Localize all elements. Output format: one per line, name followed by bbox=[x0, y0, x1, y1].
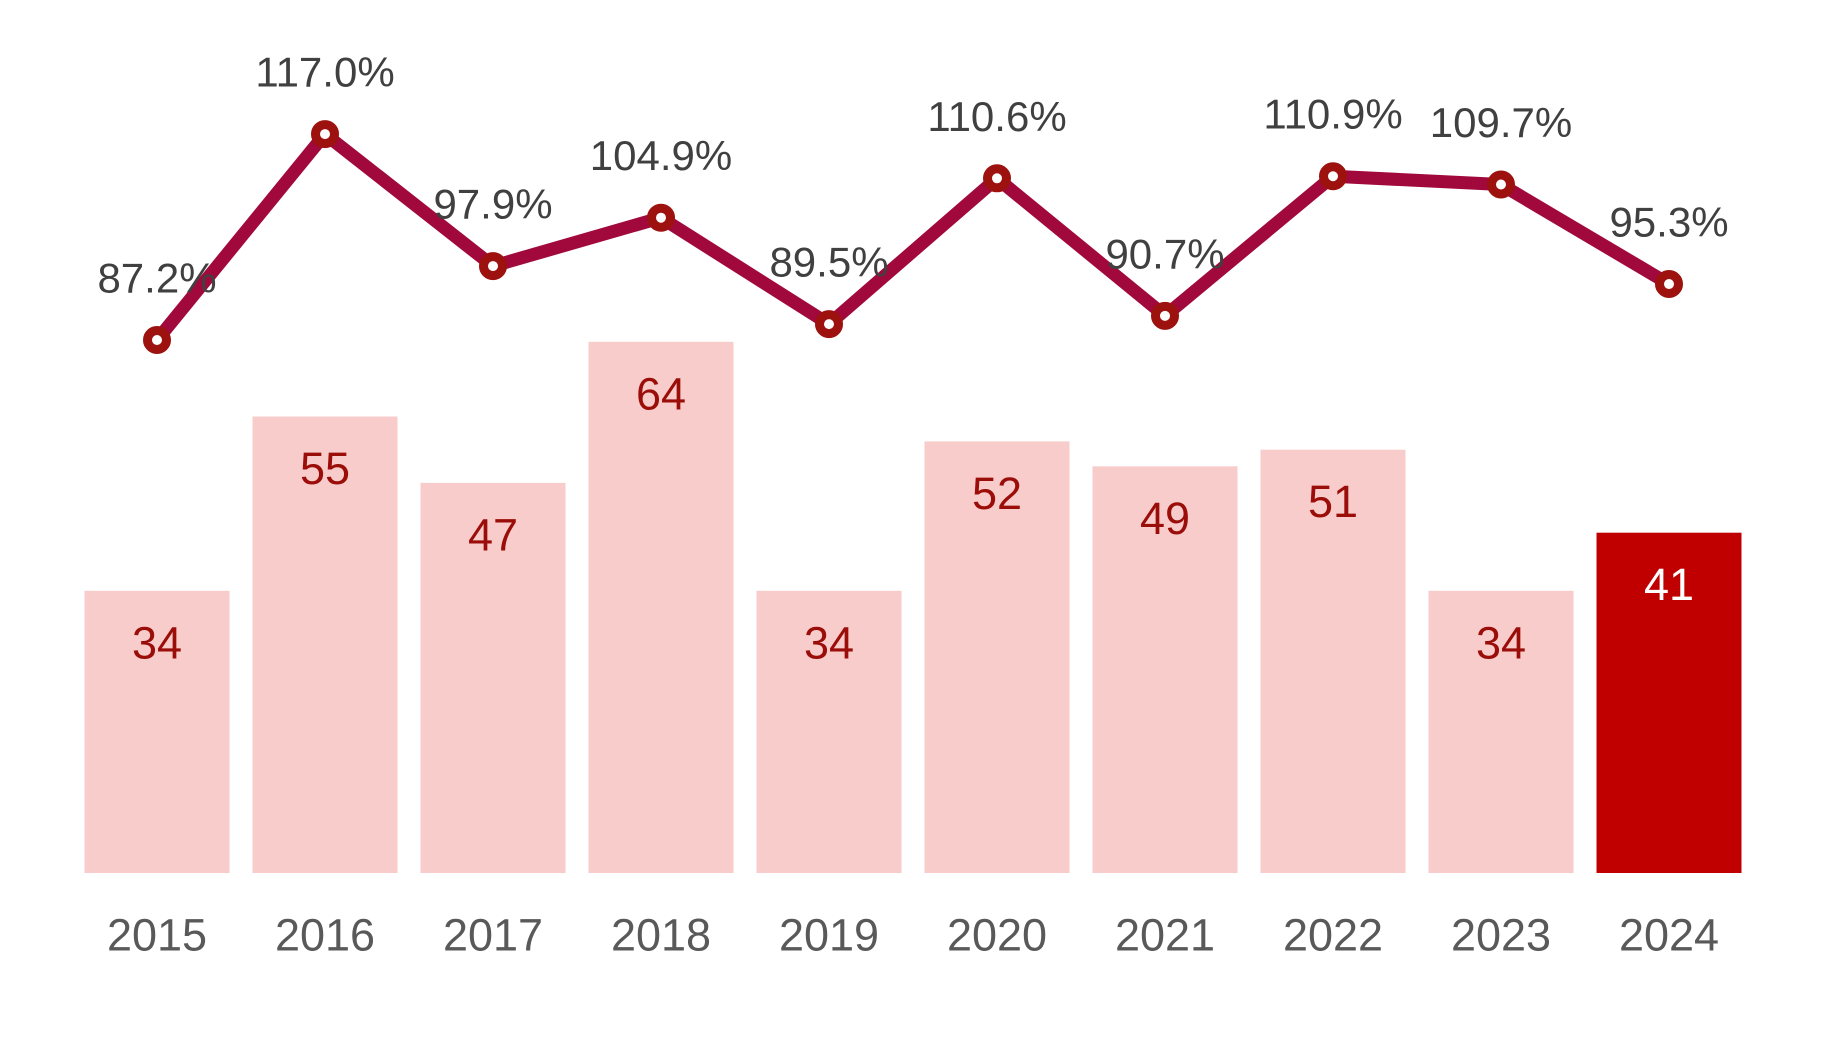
line-marker-2023 bbox=[1487, 170, 1515, 199]
bar-label-2018: 64 bbox=[636, 368, 686, 419]
bar-2017 bbox=[420, 482, 566, 873]
bar-2018 bbox=[588, 341, 734, 873]
line-marker-2020 bbox=[983, 164, 1011, 193]
percent-label-2021: 90.7% bbox=[1105, 230, 1224, 277]
bar-label-2021: 49 bbox=[1140, 493, 1190, 544]
x-tick-2018: 2018 bbox=[611, 910, 711, 961]
percent-label-2017: 97.9% bbox=[433, 181, 552, 228]
x-tick-2020: 2020 bbox=[947, 910, 1047, 961]
bar-2021 bbox=[1092, 466, 1238, 873]
line-marker-2017 bbox=[479, 252, 507, 281]
percent-label-2018: 104.9% bbox=[590, 132, 732, 179]
x-tick-2017: 2017 bbox=[443, 910, 543, 961]
x-tick-2024: 2024 bbox=[1619, 910, 1719, 961]
bar-2015 bbox=[84, 590, 230, 873]
line-marker-2018 bbox=[647, 203, 675, 232]
bar-2016 bbox=[252, 416, 398, 873]
bar-2024 bbox=[1596, 532, 1742, 873]
bar-label-2022: 51 bbox=[1308, 476, 1358, 527]
percent-label-2023: 109.7% bbox=[1430, 99, 1572, 146]
bar-2020 bbox=[924, 441, 1070, 873]
percent-label-2019: 89.5% bbox=[769, 239, 888, 286]
bar-label-2019: 34 bbox=[804, 617, 854, 668]
line-marker-2016 bbox=[311, 120, 339, 149]
percent-label-2016: 117.0% bbox=[255, 49, 394, 96]
bar-label-2020: 52 bbox=[972, 468, 1022, 519]
x-tick-2021: 2021 bbox=[1115, 910, 1215, 961]
x-tick-2023: 2023 bbox=[1451, 910, 1551, 961]
line-marker-2015 bbox=[143, 326, 171, 354]
percent-label-2024: 95.3% bbox=[1609, 199, 1728, 246]
line-marker-2019 bbox=[815, 310, 843, 339]
bar-label-2024: 41 bbox=[1644, 559, 1694, 610]
x-tick-2019: 2019 bbox=[779, 910, 879, 961]
line-marker-2024 bbox=[1655, 270, 1683, 299]
line-marker-2021 bbox=[1151, 301, 1179, 330]
bar-label-2017: 47 bbox=[468, 509, 518, 560]
percent-label-2022: 110.9% bbox=[1263, 91, 1402, 138]
x-tick-2015: 2015 bbox=[107, 910, 207, 961]
bar-label-2023: 34 bbox=[1476, 617, 1526, 668]
bar-2023 bbox=[1428, 590, 1574, 873]
bar-label-2016: 55 bbox=[300, 443, 350, 494]
x-tick-2022: 2022 bbox=[1283, 910, 1383, 961]
x-tick-2016: 2016 bbox=[275, 910, 375, 961]
percent-label-2015: 87.2% bbox=[97, 255, 216, 302]
bar-2019 bbox=[756, 590, 902, 873]
line-marker-2022 bbox=[1319, 162, 1347, 191]
bar-2022 bbox=[1260, 449, 1406, 873]
bar-label-2015: 34 bbox=[132, 617, 182, 668]
percentage-line bbox=[150, 127, 1676, 347]
percent-label-2020: 110.6% bbox=[927, 93, 1066, 140]
